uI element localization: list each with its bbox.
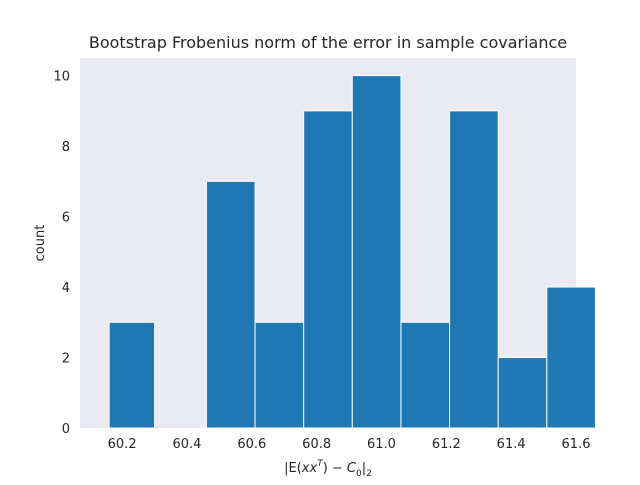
- x-label-sub2: 2: [366, 469, 372, 479]
- x-tick-label: 61.4: [497, 437, 526, 452]
- bars-group: [108, 75, 596, 429]
- x-label-mid: ) −: [323, 461, 347, 476]
- x-tick-label: 60.6: [237, 437, 266, 452]
- x-label-open: |E(: [284, 461, 302, 476]
- histogram-bar: [546, 286, 596, 429]
- x-label-close: |: [362, 461, 366, 476]
- histogram-bar: [108, 321, 156, 429]
- x-tick-label: 60.2: [108, 437, 137, 452]
- y-tick-label: 2: [62, 352, 70, 367]
- histogram-bar: [303, 110, 353, 429]
- x-tick-label: 60.4: [173, 437, 202, 452]
- x-tick-labels: 60.2 60.4 60.6 60.8 61.0 61.2 61.4 61.6: [108, 437, 591, 452]
- histogram-bar: [449, 110, 499, 429]
- y-tick-label: 0: [62, 422, 70, 437]
- x-tick-label: 61.2: [432, 437, 461, 452]
- x-axis-label: |E(xxT) − C0|2: [284, 459, 372, 479]
- x-tick-label: 61.6: [562, 437, 591, 452]
- x-tick-label: 60.8: [302, 437, 331, 452]
- y-tick-label: 10: [53, 70, 70, 85]
- chart-title: Bootstrap Frobenius norm of the error in…: [89, 33, 567, 52]
- y-tick-label: 8: [62, 140, 70, 155]
- y-tick-label: 6: [62, 211, 70, 226]
- x-tick-label: 61.0: [367, 437, 396, 452]
- x-label-sup: T: [317, 459, 324, 469]
- x-label-base: xx: [301, 461, 318, 476]
- histogram-bar: [254, 321, 305, 429]
- x-label-sub1: 0: [356, 469, 362, 479]
- y-tick-label: 4: [62, 281, 70, 296]
- histogram-bar: [400, 321, 451, 429]
- y-axis-label: count: [33, 225, 48, 262]
- histogram-bar: [351, 75, 402, 429]
- histogram-bar: [205, 180, 256, 429]
- y-tick-labels: 0 2 4 6 8 10: [53, 70, 70, 437]
- x-label-sym: C: [347, 461, 357, 476]
- histogram-bar: [497, 357, 548, 429]
